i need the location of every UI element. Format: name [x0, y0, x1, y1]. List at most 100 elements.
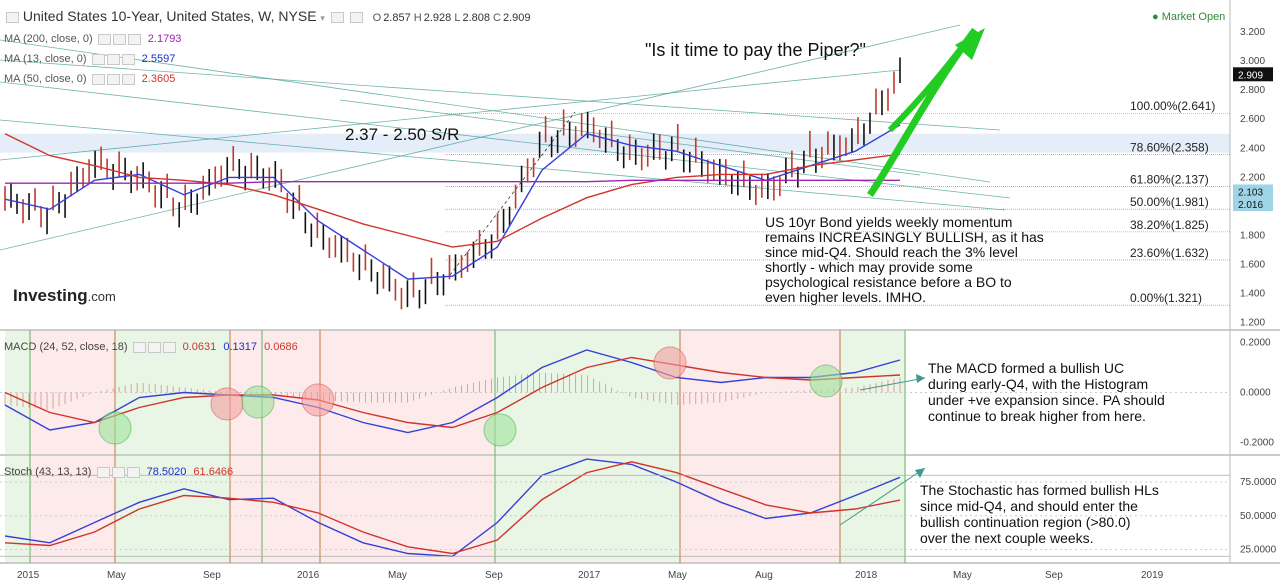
crossover-marker — [809, 364, 843, 398]
close-value: 2.909 — [503, 12, 531, 24]
eye-icon[interactable] — [96, 466, 110, 478]
price-tick-label: 1.800 — [1240, 231, 1265, 242]
ma50-value: 2.3605 — [141, 73, 176, 85]
x-axis-label: Sep — [203, 570, 221, 581]
price-tick-label: 3.200 — [1240, 27, 1265, 38]
crossover-marker — [301, 383, 335, 417]
chevron-down-icon[interactable]: ▾ — [320, 13, 325, 23]
chart-header: United States 10-Year, United States, W,… — [4, 8, 531, 24]
fib-level-label: 0.00%(1.321) — [1130, 291, 1202, 305]
stoch-comment: The Stochastic has formed bullish HLs si… — [920, 482, 1159, 546]
regime-zone — [680, 456, 840, 562]
eye-icon[interactable] — [97, 33, 111, 45]
crossover-marker — [210, 387, 244, 421]
x-axis-label: May — [107, 570, 126, 581]
trend-line — [0, 81, 1011, 199]
close-icon[interactable] — [121, 53, 135, 65]
market-status: ● Market Open — [1152, 11, 1226, 23]
collapse-icon[interactable] — [6, 11, 19, 23]
price-tag-text: 2.016 — [1238, 200, 1263, 211]
stoch-legend[interactable]: Stoch (43, 13, 13) 78.5020 61.6466 — [4, 466, 234, 478]
status-dot-icon: ● — [1152, 11, 1159, 23]
stoch-tick-label: 25.0000 — [1240, 545, 1277, 556]
trend-line — [0, 39, 991, 183]
x-axis-label: 2018 — [855, 570, 878, 581]
stoch-line — [4, 461, 901, 555]
stoch-pointer-head — [915, 468, 925, 478]
macd-tick-label: 0.2000 — [1240, 338, 1271, 349]
x-axis-label: 2016 — [297, 570, 320, 581]
fib-level-label: 78.60%(2.358) — [1130, 140, 1209, 154]
price-tick-label: 3.000 — [1240, 56, 1265, 67]
x-axis-label: Sep — [1045, 570, 1063, 581]
eye-icon[interactable] — [91, 53, 105, 65]
macd-line-value: 0.1317 — [223, 341, 257, 353]
price-tick-label: 1.200 — [1240, 318, 1265, 329]
macd-line — [4, 356, 901, 429]
x-axis-label: 2015 — [17, 570, 40, 581]
close-icon[interactable] — [121, 73, 135, 85]
moving-average-line — [4, 133, 901, 248]
stoch-pointer-line — [839, 467, 926, 526]
settings-icon[interactable] — [112, 33, 126, 45]
regime-zone — [320, 456, 495, 562]
close-icon[interactable] — [127, 33, 141, 45]
settings-icon[interactable] — [111, 466, 125, 478]
eye-icon[interactable] — [132, 341, 146, 353]
trend-line — [0, 119, 1006, 211]
x-axis-label: May — [953, 570, 972, 581]
study-legend-ma200[interactable]: MA (200, close, 0) 2.1793 — [4, 33, 182, 45]
fib-level-label: 100.00%(2.641) — [1130, 99, 1215, 113]
price-tick-label: 2.800 — [1240, 85, 1265, 96]
low-value: 2.808 — [462, 12, 490, 24]
crossover-marker — [653, 346, 687, 380]
x-axis-label: 2019 — [1141, 570, 1164, 581]
hide-icon[interactable] — [349, 11, 363, 23]
ma13-value: 2.5597 — [141, 53, 176, 65]
open-value: 2.857 — [383, 12, 411, 24]
price-tick-label: 1.400 — [1240, 289, 1265, 300]
fib-level-label: 61.80%(2.137) — [1130, 173, 1209, 187]
macd-pointer-head — [916, 374, 925, 383]
eye-icon[interactable] — [91, 73, 105, 85]
close-icon[interactable] — [126, 466, 140, 478]
stoch-tick-label: 75.0000 — [1240, 477, 1277, 488]
symbol-title[interactable]: United States 10-Year, United States, W,… — [22, 8, 317, 24]
settings-icon[interactable] — [330, 11, 344, 23]
settings-icon[interactable] — [106, 73, 120, 85]
trend-line — [0, 69, 901, 161]
study-legend-ma50[interactable]: MA (50, close, 0) 2.3605 — [4, 73, 176, 85]
close-icon[interactable] — [162, 341, 176, 353]
fib-level-label: 38.20%(1.825) — [1130, 218, 1209, 232]
regime-zone — [230, 456, 320, 562]
settings-icon[interactable] — [147, 341, 161, 353]
price-tag-text: 2.103 — [1238, 187, 1263, 198]
trend-line — [0, 59, 1001, 131]
projection-line — [449, 111, 576, 276]
macd-legend[interactable]: MACD (24, 52, close, 18) 0.0631 0.1317 0… — [4, 341, 298, 353]
crossover-marker — [483, 413, 517, 447]
fib-level-label: 50.00%(1.981) — [1130, 195, 1209, 209]
stoch-d-value: 61.6466 — [193, 466, 234, 478]
macd-hist-value: 0.0631 — [182, 341, 217, 353]
x-axis-label: 2017 — [578, 570, 601, 581]
high-value: 2.928 — [423, 12, 452, 24]
stoch-tick-label: 50.0000 — [1240, 511, 1277, 522]
ma200-value: 2.1793 — [147, 33, 182, 45]
macd-line — [4, 349, 901, 434]
x-axis-label: May — [668, 570, 687, 581]
macd-pointer-line — [859, 377, 926, 391]
settings-icon[interactable] — [106, 53, 120, 65]
price-tick-label: 2.200 — [1240, 172, 1265, 183]
main-comment: US 10yr Bond yields weekly momentum rema… — [765, 214, 1044, 305]
macd-comment: The MACD formed a bullish UC during earl… — [928, 360, 1165, 424]
fib-level-label: 23.60%(1.632) — [1130, 246, 1209, 260]
price-tag — [1233, 197, 1273, 212]
price-tick-label: 1.600 — [1240, 260, 1265, 271]
price-tag-text: 2.909 — [1238, 70, 1263, 81]
regime-zone — [495, 456, 680, 562]
price-tag — [1233, 184, 1273, 199]
macd-tick-label: 0.0000 — [1240, 388, 1271, 399]
study-legend-ma13[interactable]: MA (13, close, 0) 2.5597 — [4, 53, 176, 65]
